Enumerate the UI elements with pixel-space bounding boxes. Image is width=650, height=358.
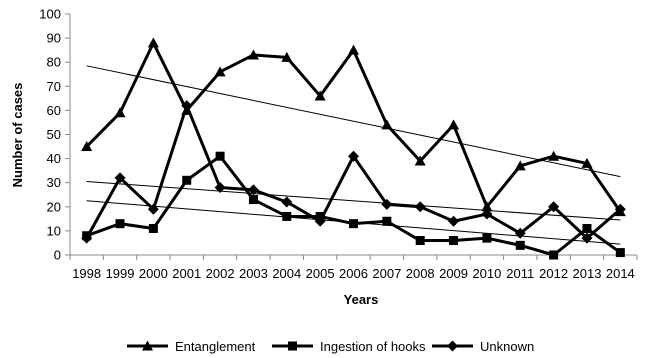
data-point-entanglement: [548, 150, 560, 161]
data-point-ingestion-of-hooks: [215, 151, 225, 161]
data-point-ingestion-of-hooks: [615, 248, 625, 258]
data-point-unknown: [414, 201, 426, 213]
data-point-ingestion-of-hooks: [248, 195, 258, 205]
x-tick-label: 2003: [239, 266, 268, 281]
data-point-entanglement: [247, 49, 259, 60]
data-point-entanglement: [214, 66, 226, 77]
x-tick-label: 2012: [539, 266, 568, 281]
data-point-entanglement: [314, 90, 326, 101]
x-tick-label: 2011: [506, 266, 534, 281]
series-line-unknown: [85, 104, 622, 240]
y-tick-label: 70: [47, 79, 61, 94]
y-tick-label: 60: [47, 103, 61, 118]
x-tick-label: 2002: [206, 266, 235, 281]
data-point-ingestion-of-hooks: [282, 211, 292, 221]
y-tick-label: 10: [47, 223, 61, 238]
data-point-ingestion-of-hooks: [182, 175, 192, 185]
y-tick-label: 20: [47, 199, 61, 214]
data-point-entanglement: [348, 44, 359, 55]
data-point-unknown: [281, 196, 293, 208]
legend-label: Ingestion of hooks: [320, 339, 426, 354]
series-line-entanglement: [85, 41, 622, 213]
data-point-unknown: [581, 232, 593, 244]
legend-item-ingestion-of-hooks: Ingestion of hooks: [272, 339, 426, 354]
data-point-unknown: [381, 198, 393, 210]
data-point-ingestion-of-hooks: [482, 233, 492, 243]
data-point-unknown: [314, 215, 326, 227]
data-point-entanglement: [147, 37, 159, 48]
data-point-entanglement: [381, 119, 393, 130]
x-tick-label: 2014: [606, 266, 635, 281]
data-point-entanglement: [81, 141, 93, 152]
x-tick-label: 2008: [406, 266, 435, 281]
data-point-entanglement: [448, 119, 460, 130]
x-tick-label: 2009: [439, 266, 468, 281]
data-point-entanglement: [481, 201, 493, 212]
data-point-ingestion-of-hooks: [382, 216, 392, 226]
legend-swatch-marker: [142, 340, 153, 351]
data-point-ingestion-of-hooks: [449, 236, 459, 246]
tick-labels: 0 10 20 30 40 50 60 70 80 90 100 1998 1999 2000 2001 20…: [39, 7, 634, 282]
data-point-entanglement: [414, 155, 426, 166]
x-tick-label: 2004: [272, 266, 301, 281]
x-tick-label: 2013: [573, 266, 602, 281]
data-point-ingestion-of-hooks: [515, 240, 525, 250]
x-tick-label: 1998: [72, 266, 101, 281]
legend-swatch-marker: [447, 340, 458, 352]
data-point-ingestion-of-hooks: [349, 219, 358, 229]
data-point-ingestion-of-hooks: [148, 223, 158, 233]
x-tick-label: 2007: [372, 266, 401, 281]
series-markers: [81, 37, 626, 260]
legend-label: Entanglement: [175, 339, 256, 354]
axes: [65, 13, 638, 260]
x-axis-title: Years: [344, 292, 379, 307]
x-tick-label: 2005: [306, 266, 335, 281]
data-point-unknown: [348, 150, 359, 162]
x-tick-label: 2000: [139, 266, 168, 281]
trendline-entanglement: [86, 65, 621, 178]
y-tick-label: 50: [47, 127, 61, 142]
trendline-unknown: [86, 180, 621, 221]
x-tick-label: 1999: [106, 266, 135, 281]
y-tick-label: 0: [54, 248, 61, 263]
legend-item-entanglement: Entanglement: [127, 339, 256, 354]
data-point-unknown: [247, 184, 259, 196]
data-point-entanglement: [114, 107, 126, 118]
data-point-unknown: [114, 172, 126, 184]
y-tick-label: 80: [47, 55, 61, 70]
data-point-unknown: [147, 203, 159, 215]
data-point-entanglement: [281, 51, 293, 62]
data-point-unknown: [181, 100, 193, 112]
data-point-unknown: [548, 201, 560, 213]
data-point-unknown: [614, 203, 626, 215]
legend-swatch-marker: [288, 341, 297, 351]
y-tick-label: 90: [47, 31, 61, 46]
data-point-ingestion-of-hooks: [582, 223, 592, 233]
data-point-unknown: [81, 232, 93, 244]
data-point-entanglement: [581, 157, 593, 168]
data-point-entanglement: [514, 160, 526, 171]
legend-item-unknown: Unknown: [432, 339, 534, 354]
x-tick-label: 2001: [172, 266, 201, 281]
y-axis-title: Number of cases: [10, 83, 25, 188]
x-tick-label: 2006: [339, 266, 368, 281]
y-tick-label: 30: [47, 175, 61, 190]
data-point-ingestion-of-hooks: [549, 250, 559, 260]
legend: Entanglement Ingestion of hooks Unknown: [127, 339, 534, 354]
y-tick-label: 100: [39, 7, 61, 22]
data-point-ingestion-of-hooks: [415, 236, 425, 246]
data-point-unknown: [448, 215, 460, 227]
data-point-unknown: [514, 227, 526, 239]
x-tick-label: 2010: [472, 266, 501, 281]
data-point-ingestion-of-hooks: [115, 219, 125, 229]
y-tick-label: 40: [47, 151, 61, 166]
data-point-unknown: [481, 208, 493, 220]
data-point-unknown: [214, 182, 226, 194]
legend-label: Unknown: [480, 339, 534, 354]
